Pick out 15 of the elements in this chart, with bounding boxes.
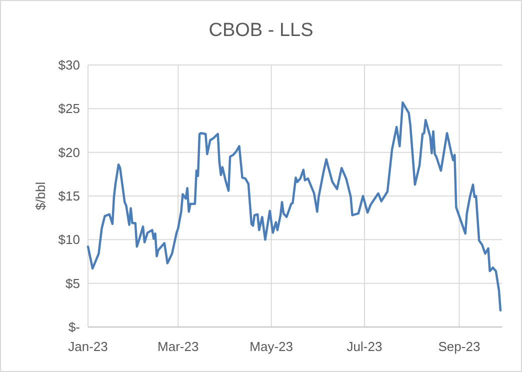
y-tick-label: $25 [58,101,80,116]
x-tick-label: Jan-23 [68,339,108,354]
y-tick-label: $15 [58,188,80,204]
x-tick-label: May-23 [250,339,293,354]
y-tick-label: $20 [58,144,80,160]
line-series [86,101,502,312]
y-tick-label: $5 [66,276,80,291]
x-tick-label: Jul-23 [346,339,382,354]
y-tick-label: $10 [58,232,80,248]
x-tick-label: Sep-23 [438,339,480,354]
y-tick-label: $30 [58,58,80,73]
y-axis-title: $/bbl [33,182,48,210]
y-tick-label: $- [68,320,80,335]
chart-title: CBOB - LLS [208,20,314,41]
x-tick-label: Mar-23 [158,339,199,354]
